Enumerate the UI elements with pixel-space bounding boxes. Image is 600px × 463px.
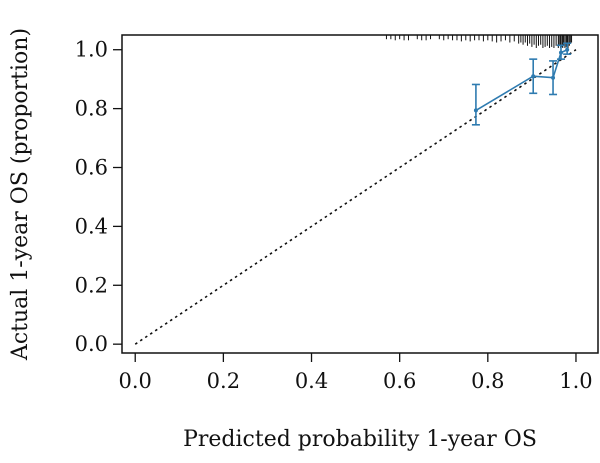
y-axis: 0.0 0.2 0.4 0.6 0.8 1.0 <box>75 38 122 356</box>
y-tick-label: 1.0 <box>75 38 108 62</box>
x-axis: 0.0 0.2 0.4 0.6 0.8 1.0 <box>119 353 593 393</box>
x-tick-label: 0.4 <box>295 369 328 393</box>
rug-layer <box>385 35 573 48</box>
x-axis-title: Predicted probability 1-year OS <box>183 427 537 452</box>
calibration-point <box>565 47 570 52</box>
calibration-series <box>471 42 572 126</box>
x-tick-label: 0.6 <box>383 369 416 393</box>
y-tick-label: 0.8 <box>75 97 108 121</box>
y-tick-label: 0.0 <box>75 332 108 356</box>
calibration-point <box>558 50 563 55</box>
calibration-point <box>473 108 478 113</box>
x-tick-label: 0.2 <box>207 369 240 393</box>
calibration-point <box>531 74 536 79</box>
x-tick-label: 1.0 <box>559 369 592 393</box>
x-tick-label: 0.0 <box>119 369 152 393</box>
calibration-point <box>551 75 556 80</box>
y-tick-label: 0.4 <box>75 214 108 238</box>
reference-diagonal-line <box>134 49 577 345</box>
y-tick-label: 0.2 <box>75 273 108 297</box>
plot-frame <box>121 34 599 354</box>
x-tick-label: 0.8 <box>471 369 504 393</box>
y-axis-title: Actual 1-year OS (proportion) <box>8 28 33 361</box>
y-tick-label: 0.6 <box>75 156 108 180</box>
